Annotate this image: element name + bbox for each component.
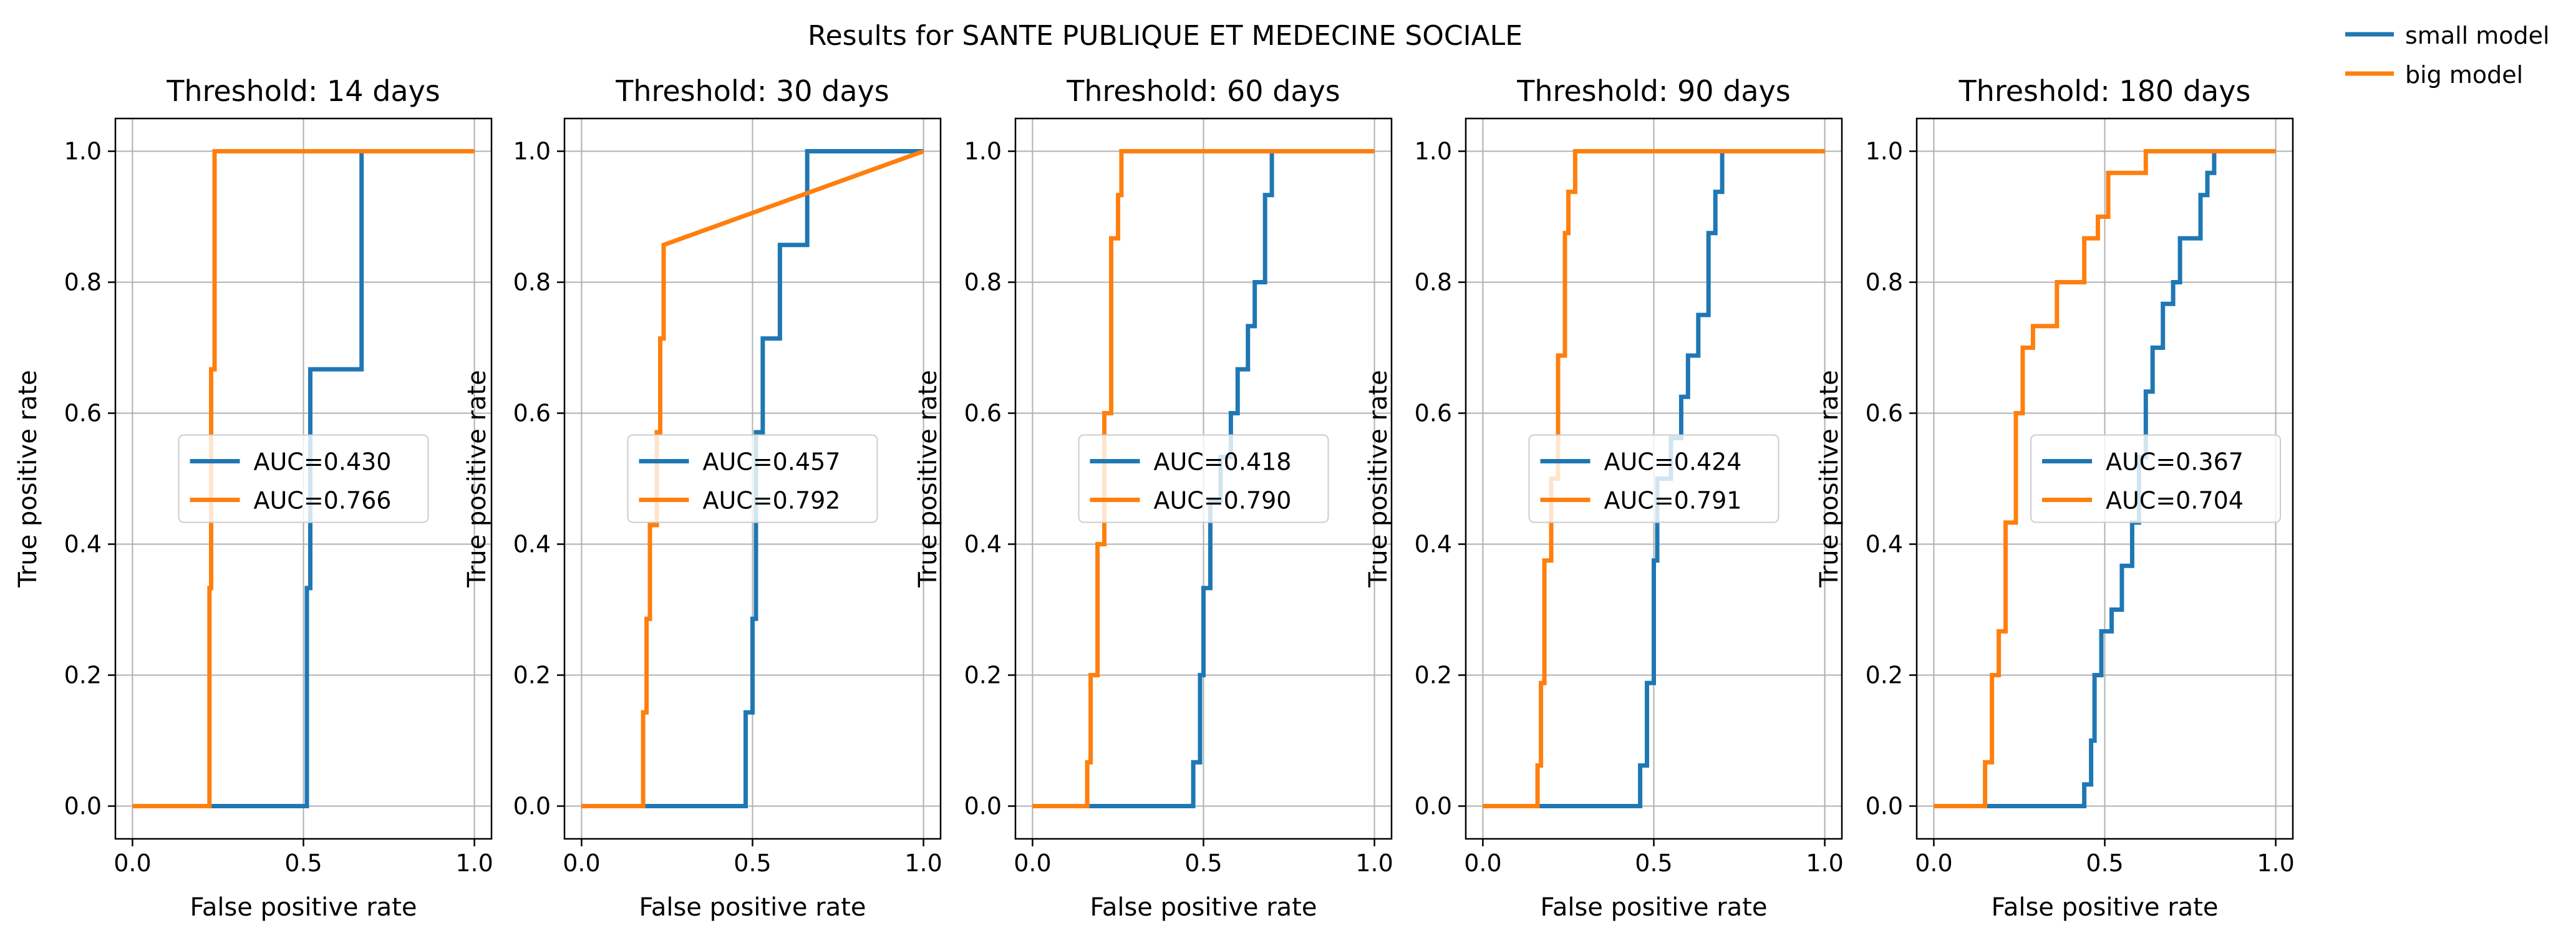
legend-box bbox=[1528, 434, 1779, 523]
auc-legend: AUC=0.367 AUC=0.704 bbox=[2030, 434, 2281, 523]
y-axis-label: True positive rate bbox=[1364, 370, 1393, 588]
y-tick-label: 1.0 bbox=[513, 138, 551, 165]
x-axis-label: False positive rate bbox=[1541, 893, 1768, 922]
x-tick-label: 1.0 bbox=[1806, 849, 1843, 877]
auc-legend: AUC=0.418 AUC=0.790 bbox=[1078, 434, 1329, 523]
x-axis-label: False positive rate bbox=[1090, 893, 1317, 922]
subplot-5: 0.0 0.5 1.0 0.0 0.2 0.4 0.6 0.8 1.0 Threshold: 18… bbox=[1815, 74, 2295, 922]
x-tick-label: 0.5 bbox=[1635, 849, 1672, 877]
y-tick-label: 0.8 bbox=[1415, 269, 1452, 296]
legend-label-big: big model bbox=[2405, 61, 2523, 89]
legend-box bbox=[178, 434, 429, 523]
x-tick-label: 0.5 bbox=[2086, 849, 2123, 877]
subplot-title: Threshold: 90 days bbox=[1516, 74, 1791, 108]
y-tick-label: 0.8 bbox=[1866, 269, 1903, 296]
y-tick-label: 0.8 bbox=[513, 269, 551, 296]
x-tick-label: 1.0 bbox=[455, 849, 493, 877]
figure-legend: small model big model bbox=[2345, 22, 2550, 89]
y-tick-label: 0.2 bbox=[513, 662, 551, 689]
subplot-title: Threshold: 180 days bbox=[1959, 74, 2251, 108]
legend-auc-label: AUC=0.418 bbox=[1154, 448, 1292, 476]
y-axis-label: True positive rate bbox=[1815, 370, 1844, 588]
y-tick-label: 0.4 bbox=[1415, 531, 1452, 558]
roc-line-big-model bbox=[1934, 149, 2276, 808]
y-tick-label: 1.0 bbox=[1415, 138, 1452, 165]
y-axis-label: True positive rate bbox=[463, 370, 491, 588]
x-tick-label: 0.5 bbox=[734, 849, 771, 877]
y-tick-label: 0.2 bbox=[964, 662, 1002, 689]
y-tick-label: 0.8 bbox=[64, 269, 102, 296]
y-tick-label: 0.6 bbox=[1866, 400, 1903, 427]
subplot-title: Threshold: 14 days bbox=[166, 74, 440, 108]
legend-auc-label: AUC=0.367 bbox=[2106, 448, 2244, 476]
legend-box bbox=[2030, 434, 2281, 523]
subplot-1: 0.0 0.5 1.0 0.0 0.2 0.4 0.6 0.8 1.0 Threshold: 14… bbox=[14, 74, 493, 922]
y-tick-label: 0.6 bbox=[1415, 400, 1452, 427]
y-tick-label: 1.0 bbox=[64, 138, 102, 165]
legend-box bbox=[1078, 434, 1329, 523]
figure-title: Results for SANTE PUBLIQUE ET MEDECINE S… bbox=[808, 20, 1523, 52]
y-tick-label: 0.0 bbox=[64, 793, 102, 820]
subplot-title: Threshold: 30 days bbox=[615, 74, 889, 108]
auc-legend: AUC=0.430 AUC=0.766 bbox=[178, 434, 429, 523]
subplot-3: 0.0 0.5 1.0 0.0 0.2 0.4 0.6 0.8 1.0 Threshold: 60… bbox=[914, 74, 1393, 922]
legend-auc-label: AUC=0.766 bbox=[254, 487, 392, 515]
y-axis-label: True positive rate bbox=[914, 370, 942, 588]
x-tick-label: 1.0 bbox=[1355, 849, 1393, 877]
x-axis-label: False positive rate bbox=[1992, 893, 2219, 922]
y-tick-label: 0.0 bbox=[964, 793, 1002, 820]
y-tick-label: 0.0 bbox=[1866, 793, 1903, 820]
x-tick-label: 1.0 bbox=[904, 849, 942, 877]
subplot-title: Threshold: 60 days bbox=[1066, 74, 1340, 108]
x-axis-label: False positive rate bbox=[639, 893, 866, 922]
auc-legend: AUC=0.457 AUC=0.792 bbox=[627, 434, 878, 523]
y-tick-label: 0.4 bbox=[64, 531, 102, 558]
y-tick-label: 0.0 bbox=[513, 793, 551, 820]
y-tick-label: 0.4 bbox=[964, 531, 1002, 558]
x-tick-label: 0.0 bbox=[563, 849, 600, 877]
y-tick-label: 1.0 bbox=[1866, 138, 1903, 165]
y-tick-label: 0.2 bbox=[64, 662, 102, 689]
legend-auc-label: AUC=0.790 bbox=[1154, 487, 1292, 515]
subplot-4: 0.0 0.5 1.0 0.0 0.2 0.4 0.6 0.8 1.0 Threshold: 90… bbox=[1364, 74, 1844, 922]
x-tick-label: 0.0 bbox=[1915, 849, 1952, 877]
subplot-2: 0.0 0.5 1.0 0.0 0.2 0.4 0.6 0.8 1.0 Threshold: 30… bbox=[463, 74, 942, 922]
y-tick-label: 0.4 bbox=[1866, 531, 1903, 558]
y-axis-label: True positive rate bbox=[14, 370, 42, 588]
legend-auc-label: AUC=0.430 bbox=[254, 448, 392, 476]
x-axis-label: False positive rate bbox=[190, 893, 417, 922]
legend-auc-label: AUC=0.424 bbox=[1604, 448, 1742, 476]
x-tick-label: 0.5 bbox=[284, 849, 322, 877]
legend-auc-label: AUC=0.457 bbox=[703, 448, 841, 476]
y-tick-label: 0.6 bbox=[64, 400, 102, 427]
x-tick-label: 0.0 bbox=[114, 849, 151, 877]
y-tick-label: 0.0 bbox=[1415, 793, 1452, 820]
auc-legend: AUC=0.424 AUC=0.791 bbox=[1528, 434, 1779, 523]
legend-auc-label: AUC=0.791 bbox=[1604, 487, 1742, 515]
x-tick-label: 0.5 bbox=[1184, 849, 1222, 877]
x-tick-label: 1.0 bbox=[2257, 849, 2294, 877]
legend-label-small: small model bbox=[2405, 22, 2550, 49]
legend-box bbox=[627, 434, 878, 523]
legend-auc-label: AUC=0.704 bbox=[2106, 487, 2244, 515]
y-tick-label: 0.6 bbox=[513, 400, 551, 427]
legend-auc-label: AUC=0.792 bbox=[703, 487, 841, 515]
roc-line-big-model bbox=[581, 149, 924, 808]
y-tick-label: 0.2 bbox=[1866, 662, 1903, 689]
y-tick-label: 0.2 bbox=[1415, 662, 1452, 689]
roc-line-small-model bbox=[1483, 149, 1825, 808]
y-tick-label: 0.4 bbox=[513, 531, 551, 558]
roc-line-small-model bbox=[581, 149, 924, 808]
y-tick-label: 0.8 bbox=[964, 269, 1002, 296]
subplot-panels: 0.0 0.5 1.0 0.0 0.2 0.4 0.6 0.8 1.0 Threshold: 14… bbox=[14, 74, 2295, 922]
y-tick-label: 0.6 bbox=[964, 400, 1002, 427]
x-tick-label: 0.0 bbox=[1014, 849, 1051, 877]
y-tick-label: 1.0 bbox=[964, 138, 1002, 165]
x-tick-label: 0.0 bbox=[1464, 849, 1501, 877]
